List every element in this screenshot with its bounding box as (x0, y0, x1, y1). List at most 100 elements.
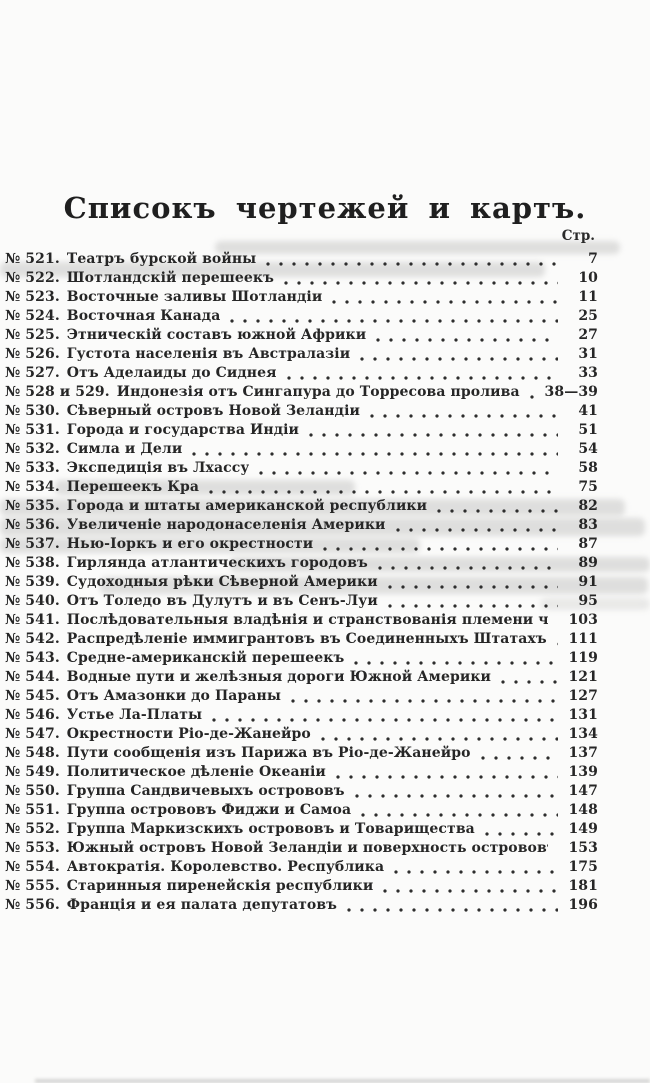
entry-page: 83 (578, 517, 598, 533)
entry-number: № 543. (5, 650, 60, 666)
dot-leader (556, 642, 558, 646)
entry-number: № 533. (5, 460, 60, 476)
entry-number: № 550. (5, 783, 60, 799)
entry-title: Густота населенія въ Австралазіи (66, 346, 351, 362)
dot-leader (361, 813, 558, 817)
dot-leader (360, 357, 558, 361)
entry-number: № 546. (5, 707, 60, 723)
dot-leader (376, 338, 558, 342)
entry-title: Группа Сандвичевыхъ острововъ (66, 783, 345, 799)
entry-number: № 532. (5, 441, 60, 457)
entry-page: 58 (578, 460, 598, 476)
dot-leader (387, 604, 558, 608)
page-title: Списокъ чертежей и картъ. (63, 191, 587, 226)
entry-page: 149 (568, 821, 598, 837)
entry-number: № 554. (5, 859, 60, 875)
entry-page: 89 (578, 555, 598, 571)
dot-leader (383, 889, 558, 893)
toc-row: № 543. Средне-американскій перешеекъ 119 (5, 649, 598, 668)
entry-page: 87 (578, 536, 598, 552)
entry-number: № 527. (5, 365, 60, 381)
entry-page: 25 (578, 308, 598, 324)
entry-number: № 542. (5, 631, 60, 647)
page-column-header: Стр. (561, 228, 595, 244)
entry-page: 54 (578, 441, 598, 457)
entry-number: № 536. (5, 517, 60, 533)
dot-leader (395, 528, 558, 532)
dot-leader (212, 718, 558, 722)
entry-page: 131 (568, 707, 598, 723)
dot-leader (290, 699, 558, 703)
entry-title: Водные пути и желѣзныя дороги Южной Амер… (66, 669, 492, 685)
toc-row: № 539. Судоходныя рѣки Сѣверной Америки … (5, 573, 598, 592)
toc-row: № 545. Отъ Амазонки до Параны 127 (5, 687, 598, 706)
toc-row: № 526. Густота населенія въ Австралазіи … (5, 345, 598, 364)
entry-title: Сѣверный островъ Новой Зеландіи (66, 403, 360, 419)
entry-number: № 549. (5, 764, 60, 780)
dot-leader (335, 775, 558, 779)
entry-number: № 555. (5, 878, 60, 894)
entry-number: № 534. (5, 479, 60, 495)
entry-title: Восточные заливы Шотландіи (66, 289, 323, 305)
entry-number: № 551. (5, 802, 60, 818)
dot-leader (266, 262, 558, 266)
dot-leader (501, 680, 558, 684)
entry-number: № 530. (5, 403, 60, 419)
entry-title: Экспедиція въ Лхассу (66, 460, 250, 476)
toc-row: № 555. Старинныя пиренейскія республики … (5, 877, 598, 896)
entry-number: № 539. (5, 574, 60, 590)
entry-title: Автократія. Королевство. Республика (66, 859, 385, 875)
toc-row: № 556. Франція и ея палата депутатовъ 19… (5, 896, 598, 915)
dot-leader (480, 756, 558, 760)
entry-page: 51 (578, 422, 598, 438)
entry-title: Индонезія отъ Сингапура до Торресова про… (116, 384, 520, 400)
toc-row: № 544. Водные пути и желѣзныя дороги Южн… (5, 668, 598, 687)
entry-title: Перешеекъ Кра (66, 479, 200, 495)
dot-leader (347, 908, 558, 912)
entry-page: 11 (578, 289, 598, 305)
entry-number: № 526. (5, 346, 60, 362)
toc-row: № 521. Театръ бурской войны 7 (5, 250, 598, 269)
entry-number: № 544. (5, 669, 60, 685)
entry-title: Судоходныя рѣки Сѣверной Америки (66, 574, 378, 590)
entry-number: № 548. (5, 745, 60, 761)
dot-leader (259, 471, 558, 475)
toc-row: № 541. Послѣдовательныя владѣнія и стран… (5, 611, 598, 630)
entry-number: № 522. (5, 270, 60, 286)
entry-title: Средне-американскій перешеекъ (66, 650, 345, 666)
entry-title: Города и штаты американской республики (66, 498, 428, 514)
toc-row: № 527. Отъ Аделаиды до Сиднея 33 (5, 364, 598, 383)
entry-number: № 553. (5, 840, 60, 856)
entry-title: Театръ бурской войны (66, 251, 257, 267)
dot-leader (529, 395, 539, 399)
toc-row: № 546. Устье Ла-Платы 131 (5, 706, 598, 725)
entry-title: Симла и Дели (66, 441, 183, 457)
entry-title: Группа Маркизскихъ острововъ и Товарищес… (66, 821, 475, 837)
entry-title: Окрестности Ріо-де-Жанейро (66, 726, 311, 742)
entry-number: № 538. (5, 555, 60, 571)
entry-title: Отъ Амазонки до Параны (66, 688, 281, 704)
entry-title: Южный островъ Новой Зеландіи и поверхнос… (66, 840, 548, 856)
dot-leader (354, 794, 558, 798)
entry-number: № 540. (5, 593, 60, 609)
entry-page: 38—39 (544, 384, 598, 400)
toc-list: № 521. Театръ бурской войны 7 № 522. Шот… (5, 250, 598, 915)
entry-page: 175 (568, 859, 598, 875)
entry-number: № 535. (5, 498, 60, 514)
entry-page: 139 (568, 764, 598, 780)
entry-title: Группа острововъ Фиджи и Самоа (66, 802, 352, 818)
entry-page: 91 (578, 574, 598, 590)
dot-leader (209, 490, 558, 494)
dot-leader (387, 585, 558, 589)
dot-leader (354, 661, 558, 665)
entry-title: Нью-Іоркъ и его окрестности (66, 536, 314, 552)
entry-page: 7 (588, 251, 598, 267)
entry-title: Этническій составъ южной Африки (66, 327, 367, 343)
toc-row: № 522. Шотландскій перешеекъ 10 (5, 269, 598, 288)
entry-number: № 556. (5, 897, 60, 913)
toc-row: № 525. Этническій составъ южной Африки 2… (5, 326, 598, 345)
entry-page: 10 (578, 270, 598, 286)
dot-leader (323, 547, 558, 551)
entry-title: Политическое дѣленіе Океаніи (66, 764, 326, 780)
entry-number: № 545. (5, 688, 60, 704)
